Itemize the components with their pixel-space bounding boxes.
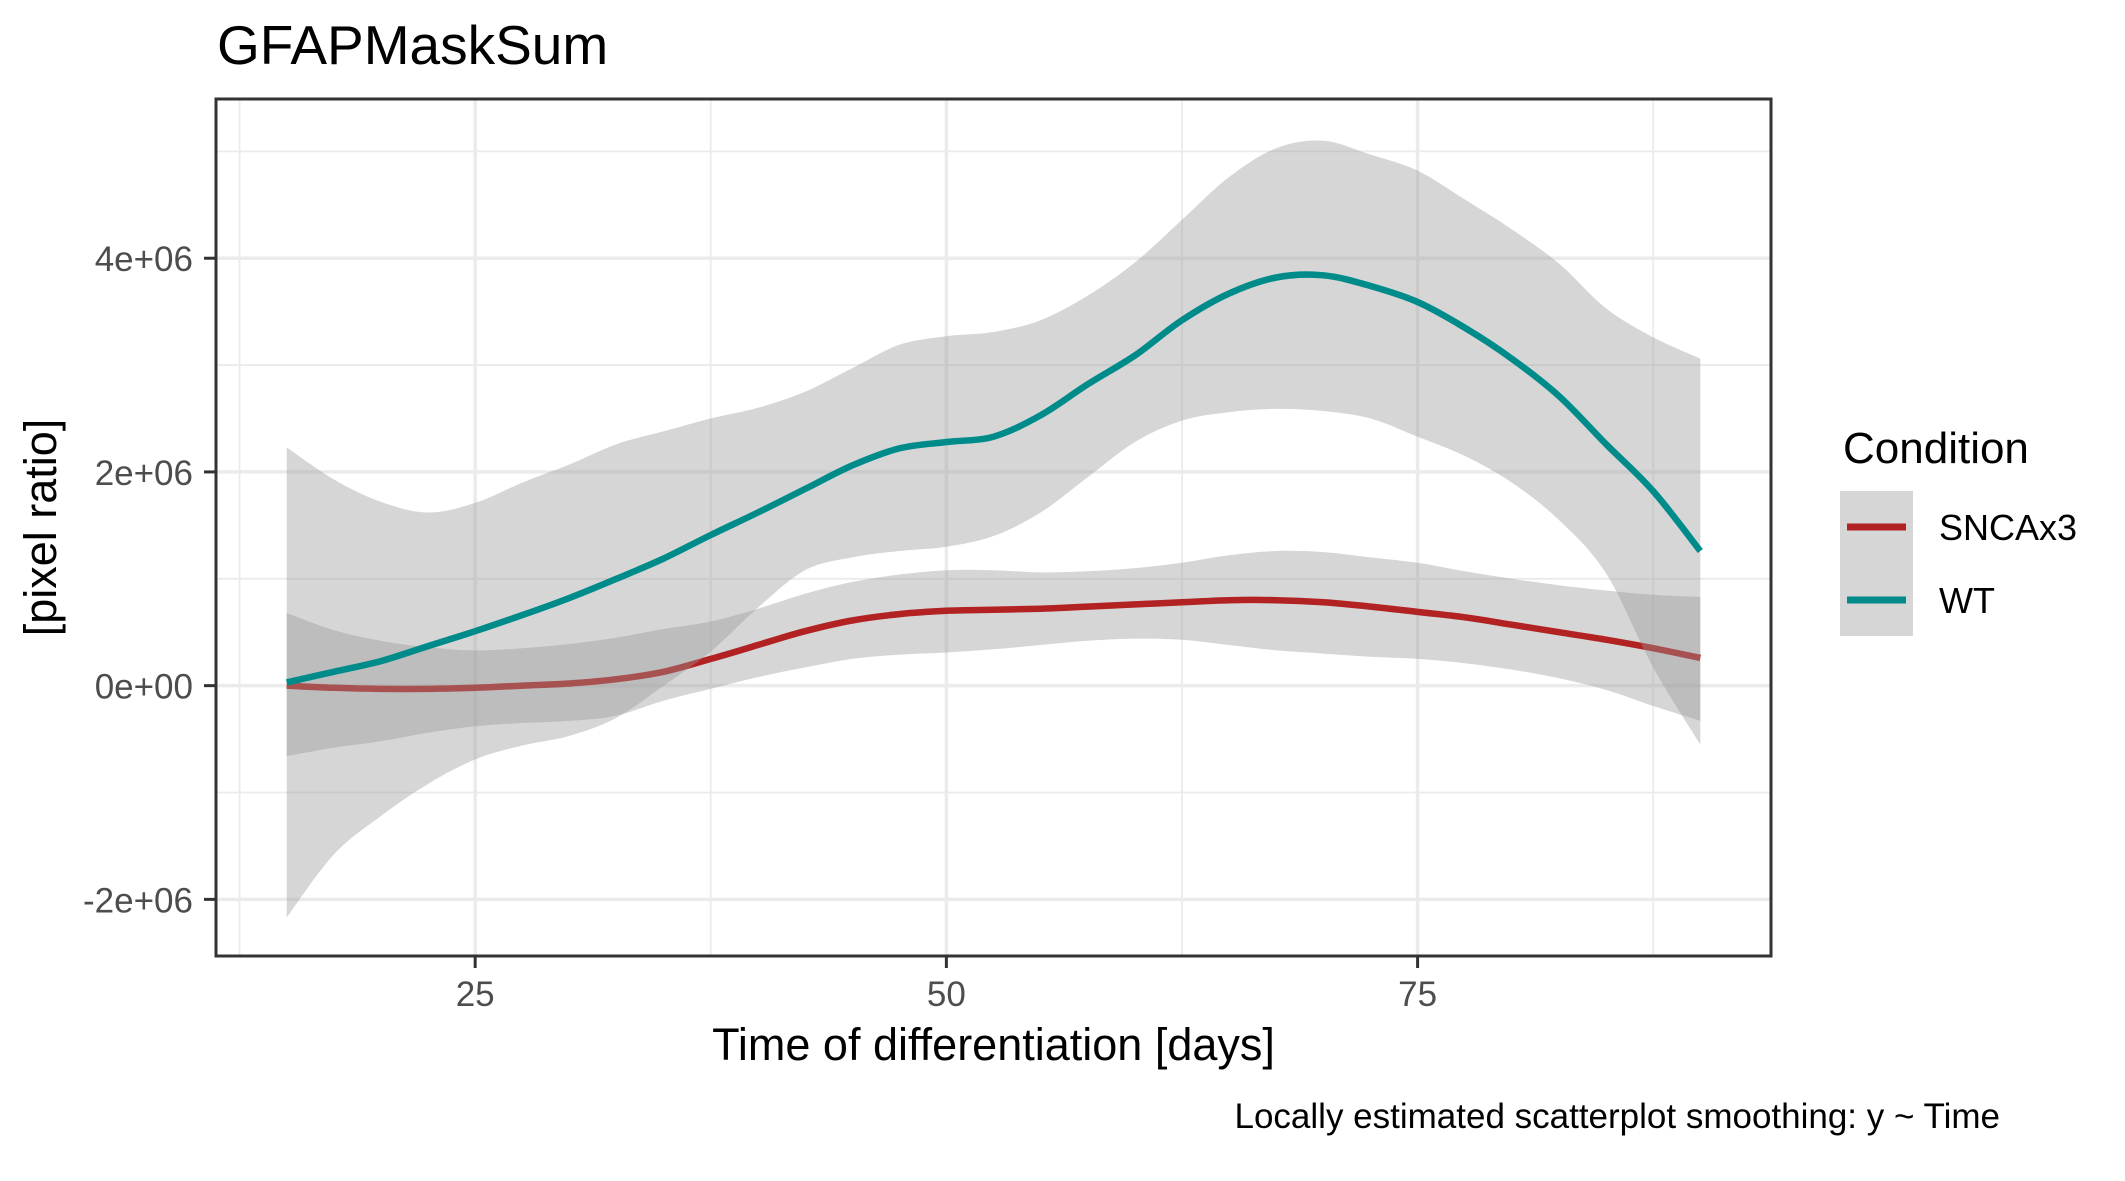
- axis-ticks: [204, 256, 1420, 968]
- gridlines: [216, 99, 1771, 956]
- y-tick-label: 0e+00: [95, 668, 193, 707]
- y-tick-label: 4e+06: [95, 240, 193, 279]
- y-tick-label: 2e+06: [95, 454, 193, 493]
- smooth-line-wt: [286, 271, 1703, 686]
- x-tick-label: 50: [927, 975, 966, 1014]
- x-tick-label: 25: [456, 975, 495, 1014]
- legend: Condition SNCAx3 WT: [1840, 424, 2077, 636]
- x-tick-label: 75: [1398, 975, 1437, 1014]
- legend-label: SNCAx3: [1939, 507, 2077, 548]
- y-axis-tick-labels: -2e+06 0e+00 2e+06 4e+06: [83, 240, 193, 920]
- x-axis-tick-labels: 25 50 75: [456, 975, 1437, 1014]
- chart-title: GFAPMaskSum: [217, 14, 608, 76]
- y-axis-title: [pixel ratio]: [15, 419, 66, 637]
- y-tick-label: -2e+06: [83, 881, 193, 920]
- legend-title: Condition: [1843, 424, 2029, 473]
- panel-border: [214, 97, 1773, 958]
- legend-label: WT: [1939, 580, 1995, 621]
- smooth-line-sncax3: [286, 596, 1701, 693]
- legend-item-wt[interactable]: WT: [1840, 564, 1995, 636]
- ci-ribbon-wt: [286, 140, 1701, 918]
- legend-item-sncax3[interactable]: SNCAx3: [1840, 491, 2077, 564]
- caption: Locally estimated scatterplot smoothing:…: [1235, 1097, 2001, 1136]
- plot-marks: [286, 140, 1703, 918]
- x-axis-title: Time of differentiation [days]: [712, 1019, 1275, 1070]
